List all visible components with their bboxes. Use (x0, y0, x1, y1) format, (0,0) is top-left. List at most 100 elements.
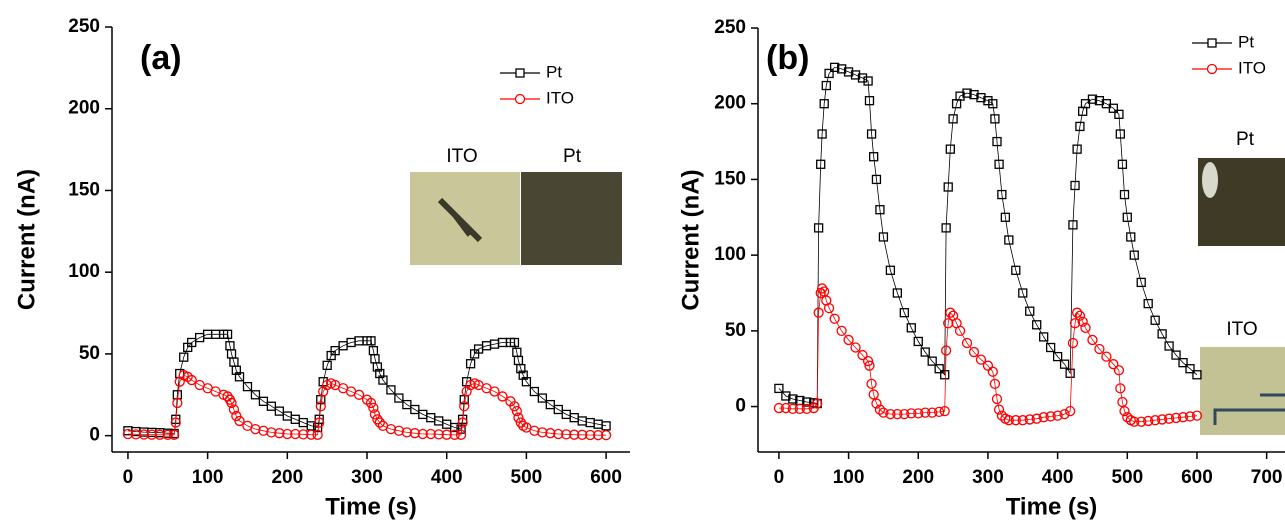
marker (511, 405, 522, 417)
marker (857, 73, 868, 83)
y-tick-label: 200 (68, 98, 100, 119)
marker (943, 182, 953, 192)
marker (1094, 343, 1105, 355)
marker (409, 428, 420, 439)
marker (465, 359, 476, 369)
marker (1115, 383, 1126, 394)
marker (1077, 316, 1088, 327)
marker (863, 76, 873, 86)
marker (179, 352, 189, 362)
marker (906, 323, 916, 333)
marker (274, 428, 285, 439)
marker (410, 404, 420, 415)
marker (459, 401, 470, 412)
marker (1126, 232, 1136, 242)
marker (927, 407, 938, 418)
marker (266, 427, 277, 438)
marker (885, 265, 896, 275)
marker (941, 223, 951, 233)
marker (899, 408, 910, 420)
marker (1143, 415, 1154, 427)
marker (802, 397, 812, 407)
marker (850, 70, 861, 80)
marker (954, 325, 966, 337)
marker (968, 346, 980, 358)
marker (258, 396, 269, 406)
marker (545, 428, 556, 439)
marker (1177, 412, 1189, 423)
series-line (127, 374, 607, 436)
marker (1122, 412, 1133, 423)
legend-marker (1206, 63, 1218, 75)
marker (824, 68, 834, 79)
marker (592, 430, 604, 441)
y-tick-label: 0 (89, 425, 100, 446)
marker (948, 114, 958, 124)
y-tick-label: 100 (714, 244, 746, 265)
marker (862, 355, 874, 367)
marker (906, 408, 917, 419)
marker (1010, 415, 1021, 426)
marker (401, 427, 413, 438)
marker (892, 408, 903, 420)
marker (1017, 415, 1028, 426)
marker (1108, 103, 1119, 113)
marker (871, 174, 882, 185)
legend-label: Pt (1238, 32, 1254, 51)
marker (306, 429, 317, 440)
marker (994, 159, 1004, 169)
marker (1011, 265, 1021, 275)
panel-label: (a) (140, 39, 182, 77)
marker (997, 189, 1007, 200)
marker (836, 64, 847, 74)
marker (601, 421, 611, 431)
marker (537, 427, 548, 438)
marker (1129, 416, 1140, 427)
marker (1059, 359, 1070, 369)
marker (864, 360, 875, 371)
marker (993, 404, 1005, 415)
marker (816, 283, 828, 294)
y-tick-label: 250 (714, 17, 746, 38)
photo-ito (1200, 347, 1285, 435)
marker (1122, 212, 1132, 222)
marker (393, 425, 405, 436)
marker (1080, 322, 1091, 333)
marker (450, 422, 460, 433)
x-tick-label: 500 (511, 467, 543, 488)
marker (990, 114, 1000, 124)
marker (813, 223, 824, 233)
marker (829, 62, 840, 73)
marker (788, 394, 798, 404)
legend-marker (1207, 38, 1217, 48)
inset-label: ITO (446, 146, 477, 167)
x-tick-label: 500 (1111, 467, 1143, 488)
marker (553, 404, 563, 415)
marker (850, 342, 861, 353)
marker (868, 389, 879, 400)
marker (819, 99, 829, 109)
marker (816, 159, 826, 169)
marker (927, 356, 937, 366)
marker (516, 363, 526, 374)
marker (821, 80, 831, 91)
marker (939, 405, 950, 417)
marker (940, 370, 950, 380)
marker (836, 325, 847, 337)
inset-label: ITO (1226, 319, 1257, 340)
marker (1191, 410, 1203, 421)
x-axis-title: Time (s) (1006, 493, 1098, 520)
marker (569, 429, 580, 440)
marker (231, 365, 241, 375)
marker (1067, 337, 1079, 349)
marker (561, 429, 572, 440)
marker (945, 307, 956, 318)
marker (1150, 415, 1161, 426)
marker (1032, 320, 1042, 330)
marker (1052, 410, 1063, 421)
marker (222, 329, 233, 339)
marker (1087, 94, 1098, 104)
x-tick-label: 200 (271, 467, 303, 488)
marker (234, 415, 245, 427)
